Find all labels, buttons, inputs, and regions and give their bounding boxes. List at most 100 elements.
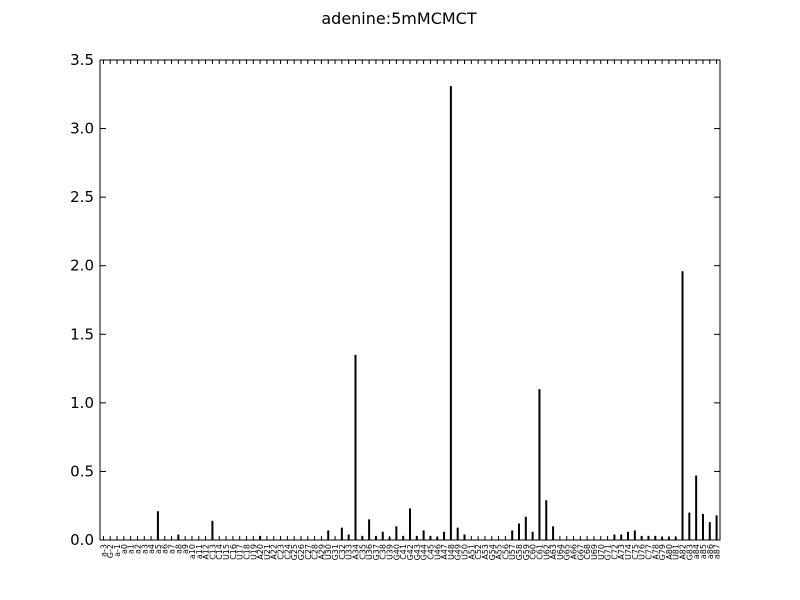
- x-tick-label: G25: [290, 544, 299, 560]
- bar-G49: [456, 527, 459, 540]
- x-tick-label: C13: [208, 544, 217, 560]
- y-tick-label: 2.5: [70, 188, 94, 206]
- x-tick-label: C24: [283, 544, 292, 560]
- bar-G44: [422, 530, 425, 540]
- bar-A63: [552, 526, 555, 540]
- x-tick-label: U17: [236, 544, 245, 560]
- y-tick-label: 1.5: [70, 325, 94, 343]
- x-tick-label: C72: [610, 544, 619, 560]
- x-tick-label: A29: [317, 544, 326, 560]
- x-tick-label: A63: [549, 544, 558, 560]
- x-tick-label: G40: [392, 544, 401, 560]
- x-tick-label: a9: [181, 544, 190, 554]
- x-tick-label: C14: [215, 544, 224, 560]
- bar-U48: [449, 86, 452, 541]
- bar-G83: [688, 512, 691, 540]
- x-tick-label: a2: [133, 544, 142, 554]
- x-tick-label: G65: [563, 544, 572, 560]
- x-tick-label: C75: [631, 544, 640, 560]
- x-tick-label: U21: [263, 544, 272, 560]
- x-tick-label: U76: [638, 544, 647, 560]
- bar-A34: [354, 354, 357, 540]
- x-tick-label: G44: [420, 544, 429, 560]
- bar-a87: [715, 515, 718, 540]
- x-tick-label: A53: [481, 544, 490, 560]
- bars-group: [156, 86, 718, 541]
- x-tick-label: U50: [461, 544, 470, 560]
- x-tick-label: A34: [351, 544, 360, 560]
- x-tick-label: U48: [447, 544, 456, 560]
- bar-a85: [701, 513, 704, 540]
- y-tick-label: 2.0: [70, 257, 94, 275]
- x-tick-label: a8: [174, 544, 183, 554]
- bar-C32: [340, 527, 343, 540]
- x-tick-label: G42: [406, 544, 415, 560]
- x-tick-label: C32: [338, 544, 347, 560]
- bar-a5: [156, 511, 159, 540]
- x-tick-label: A66: [570, 544, 579, 560]
- bar-A47: [443, 531, 446, 540]
- x-tick-label: G49: [454, 544, 463, 560]
- x-tick-label: G59: [522, 544, 531, 560]
- bar-G59: [524, 516, 527, 540]
- y-tick-label: 3.0: [70, 120, 94, 138]
- x-tick-label: a87: [713, 544, 722, 559]
- x-tick-label: C38: [379, 544, 388, 560]
- x-tick-label: a85: [699, 544, 708, 559]
- x-tick-label: G-2: [106, 544, 115, 558]
- y-axis: 0.0 0.5 1.0 1.5 2.0 2.5 3.0 3.5: [70, 51, 720, 549]
- x-tick-label: A22: [270, 544, 279, 560]
- x-tick-label: a-3: [99, 544, 108, 557]
- y-tick-label: 3.5: [70, 51, 94, 69]
- bar-G42: [409, 508, 411, 540]
- x-tick-label: U64: [556, 544, 565, 560]
- bar-C61: [538, 389, 541, 540]
- y-tick-label: 0.0: [70, 531, 94, 549]
- x-tick-label: U30: [324, 544, 333, 560]
- x-tick-label: a7: [168, 544, 177, 554]
- x-tick-label: C60: [529, 544, 538, 560]
- x-tick-label: A82: [679, 544, 688, 560]
- x-tick-label: a0: [120, 544, 129, 554]
- plot-frame: [99, 59, 721, 541]
- x-tick-label: G67: [576, 544, 585, 560]
- x-tick-label: A55: [495, 544, 504, 560]
- chart-title: adenine:5mMCMCT: [321, 9, 476, 28]
- x-tick-label: a5: [154, 544, 163, 554]
- x-tick-label: C41: [399, 544, 408, 560]
- x-tick-label: A80: [665, 544, 674, 560]
- x-tick-label: C35: [358, 544, 367, 560]
- bar-C13: [211, 520, 214, 540]
- x-tick-label: a84: [692, 544, 701, 559]
- x-tick-label: G37: [372, 544, 381, 560]
- x-tick-label: G71: [604, 544, 613, 560]
- bar-G40: [395, 526, 398, 540]
- x-tick-label: C68: [583, 544, 592, 560]
- x-tick-label: C16: [229, 544, 238, 560]
- x-tick-label: A51: [467, 544, 476, 560]
- x-tick-label: G31: [331, 544, 340, 560]
- x-tick-label: U70: [597, 544, 606, 560]
- x-tick-label: A20: [256, 544, 265, 560]
- x-tick-label: U36: [365, 544, 374, 560]
- bar-U62: [545, 500, 548, 540]
- x-tick-label: A47: [440, 544, 449, 560]
- x-tick-label: C45: [426, 544, 435, 560]
- x-tick-label: U39: [386, 544, 395, 560]
- x-tick-label: G58: [515, 544, 524, 560]
- bar-C75: [633, 530, 636, 540]
- bar-U30: [327, 530, 330, 540]
- x-axis: a-3G-2a-1a0a1a2a3a4a5a6a7a8a9a10a11A12C1…: [99, 60, 722, 560]
- bar-U36: [368, 519, 371, 540]
- x-tick-label: C52: [474, 544, 483, 560]
- x-tick-label: G43: [413, 544, 422, 560]
- x-tick-label: C18: [242, 544, 251, 560]
- x-tick-label: U62: [542, 544, 551, 560]
- x-tick-label: U19: [249, 544, 258, 560]
- bar-a84: [695, 475, 698, 540]
- x-tick-label: a-1: [113, 544, 122, 557]
- x-tick-label: a1: [127, 544, 136, 554]
- x-tick-label: G79: [658, 544, 667, 560]
- bar-C60: [531, 531, 534, 540]
